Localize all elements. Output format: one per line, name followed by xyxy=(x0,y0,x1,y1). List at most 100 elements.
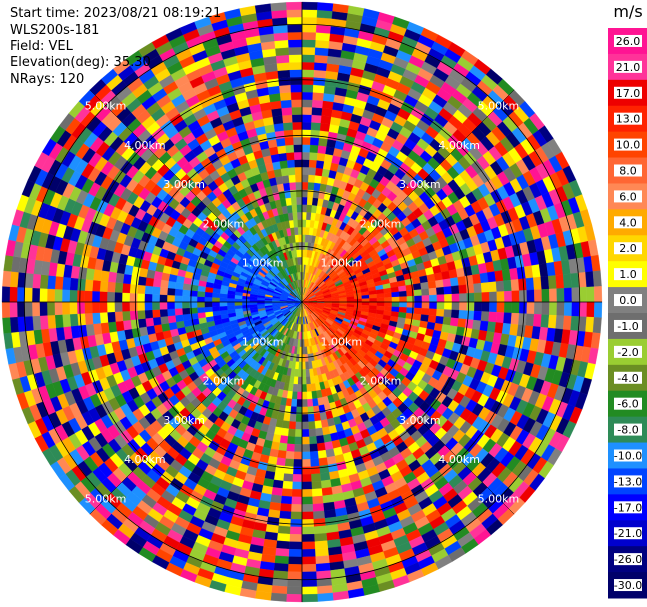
ray-gate xyxy=(286,586,303,595)
colorbar-label: 13.0 xyxy=(616,113,641,126)
ray-gate xyxy=(312,510,325,520)
ray-gate xyxy=(556,288,565,303)
ray-gate xyxy=(306,398,314,408)
colorbar: m/s 26.021.017.013.010.08.06.04.02.01.00… xyxy=(608,2,647,599)
ray-gate xyxy=(444,301,453,311)
ray-gate xyxy=(275,540,290,550)
ray-gate xyxy=(145,277,155,287)
ray-gate xyxy=(311,390,318,400)
ray-gate xyxy=(301,586,318,595)
ray-gate xyxy=(316,442,326,452)
ray-gate xyxy=(279,84,292,94)
ray-gate xyxy=(308,421,316,430)
ray-gate xyxy=(122,273,132,285)
ray-gate xyxy=(9,271,19,288)
ray-gate xyxy=(39,301,48,316)
ray-gate xyxy=(286,9,303,18)
ray-gate xyxy=(301,354,306,363)
colorbar-label: -6.0 xyxy=(617,398,638,411)
ray-gate xyxy=(533,314,542,328)
ray-gate xyxy=(288,39,303,48)
range-ring-label: 5.00km xyxy=(478,100,520,113)
colorbar-label: 17.0 xyxy=(616,87,641,100)
ray-gate xyxy=(39,288,48,303)
ray-gate xyxy=(289,182,297,191)
ray-gate xyxy=(306,383,312,393)
ray-gate xyxy=(489,291,498,303)
ray-gate xyxy=(290,511,303,520)
ray-gate xyxy=(309,152,318,161)
ray-gate xyxy=(563,301,573,317)
ray-gate xyxy=(315,562,331,572)
ray-gate xyxy=(301,481,312,490)
ray-gate xyxy=(286,16,303,26)
ray-gate xyxy=(107,311,116,323)
ray-gate xyxy=(301,496,313,505)
ray-gate xyxy=(272,479,284,489)
ray-gate xyxy=(429,301,438,310)
ray-gate xyxy=(428,308,437,317)
ray-gate xyxy=(1,301,11,318)
ray-gate xyxy=(271,9,288,19)
ray-gate xyxy=(69,277,79,291)
ray-gate xyxy=(310,458,320,467)
ray-gate xyxy=(301,106,313,115)
ray-gate xyxy=(99,280,109,292)
ray-gate xyxy=(322,433,332,443)
ray-gate xyxy=(296,204,303,213)
ray-gate xyxy=(296,391,303,400)
ray-gate xyxy=(414,301,423,309)
ray-gate xyxy=(383,292,393,298)
ray-gate xyxy=(296,196,303,205)
ray-gate xyxy=(298,241,303,250)
ray-gate xyxy=(301,234,306,243)
ray-gate xyxy=(465,283,475,294)
ray-gate xyxy=(280,99,292,109)
ray-gate xyxy=(313,525,327,535)
ray-gate xyxy=(272,24,289,34)
ray-gate xyxy=(276,137,286,147)
colorbar-label: 1.0 xyxy=(619,268,637,281)
ray-gate xyxy=(301,474,312,483)
ray-gate xyxy=(288,46,303,55)
ray-gate xyxy=(196,296,205,303)
ray-gate xyxy=(286,204,293,214)
ray-gate xyxy=(294,234,300,243)
ray-gate xyxy=(196,301,205,308)
ray-gate xyxy=(196,306,206,314)
ray-gate xyxy=(122,319,132,331)
ray-gate xyxy=(275,175,284,185)
ray-gate xyxy=(274,555,289,565)
ray-gate xyxy=(294,429,303,438)
ray-gate xyxy=(354,298,363,303)
ray-gate xyxy=(114,292,123,303)
ray-gate xyxy=(435,315,444,325)
ray-gate xyxy=(314,62,328,71)
colorbar-label: -30.0 xyxy=(614,579,642,592)
ray-gate xyxy=(137,284,146,294)
ray-gate xyxy=(292,466,303,475)
ray-gate xyxy=(301,129,312,138)
ray-gate xyxy=(547,275,557,290)
ray-gate xyxy=(301,361,306,370)
ray-gate xyxy=(451,309,460,319)
ray-gate xyxy=(76,290,85,303)
ray-gate xyxy=(99,312,109,324)
ray-gate xyxy=(412,283,422,291)
field-label: Field: VEL xyxy=(10,39,73,54)
ray-gate xyxy=(274,39,289,49)
ray-gate xyxy=(413,307,422,315)
ray-gate xyxy=(479,272,489,284)
ray-gate xyxy=(459,301,468,311)
range-ring-label: 3.00km xyxy=(399,178,441,191)
ray-gate xyxy=(305,368,311,378)
ray-gate xyxy=(586,301,595,318)
ray-gate xyxy=(555,315,565,330)
ray-gate xyxy=(301,526,315,535)
ray-gate xyxy=(308,159,318,168)
ray-gate xyxy=(319,122,331,132)
ray-gate xyxy=(100,322,110,334)
ray-gate xyxy=(288,556,303,565)
ray-gate xyxy=(315,160,325,169)
